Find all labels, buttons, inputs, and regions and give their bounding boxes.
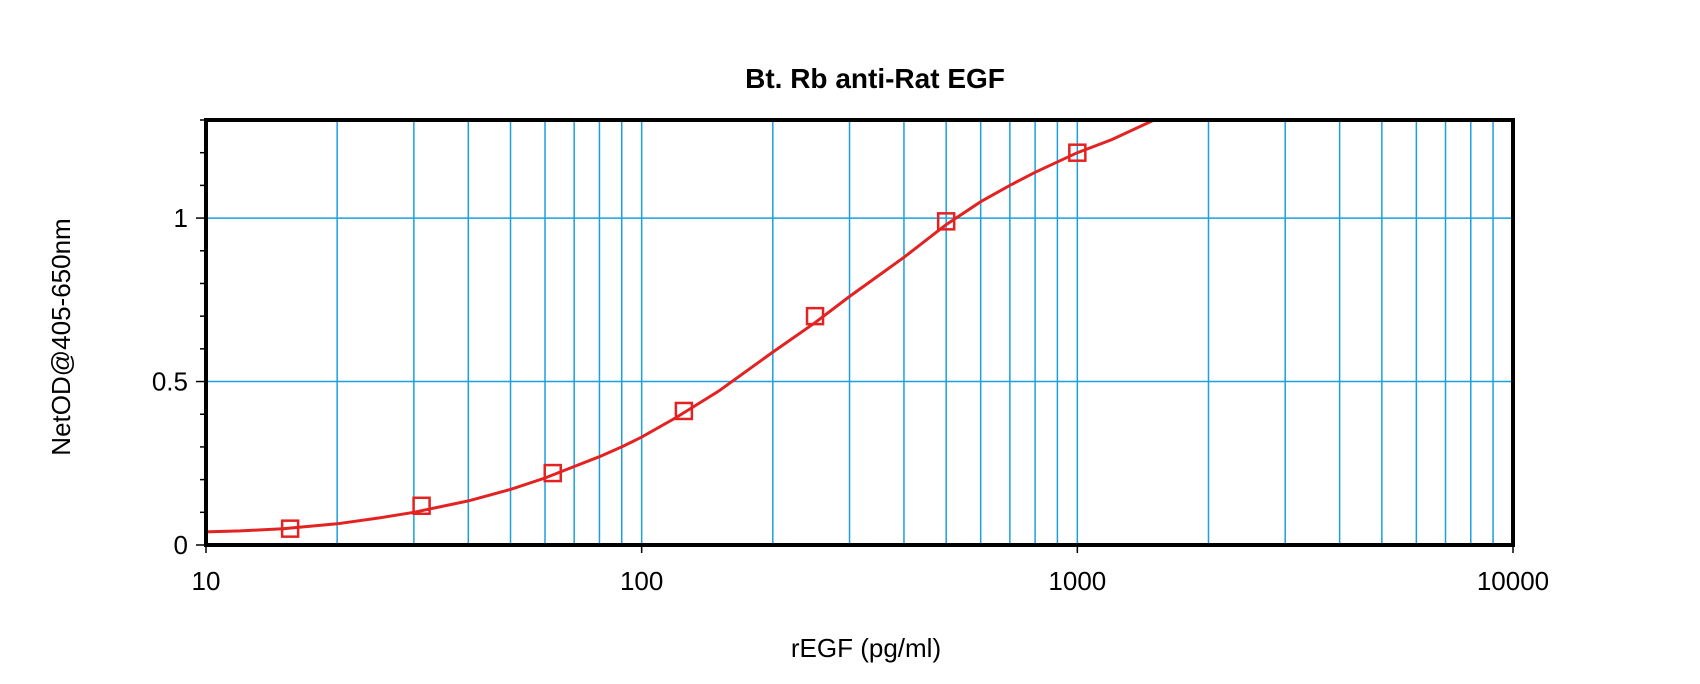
x-axis-label: rEGF (pg/ml) [791,633,941,663]
x-tick-label: 10 [192,566,221,596]
y-axis-label: NetOD@405-650nm [46,218,76,455]
x-tick-label: 10000 [1477,566,1549,596]
data-point [1068,143,1087,162]
data-point [674,401,694,421]
plot-frame [204,118,1515,547]
grid [206,120,1513,545]
data-point [936,212,956,231]
data-point [805,306,825,326]
x-tick-label: 1000 [1048,566,1106,596]
fit-curve-layer [206,120,1155,534]
data-point [280,519,300,538]
x-tick-label: 100 [620,566,663,596]
data-points [280,143,1087,538]
chart-title: Bt. Rb anti-Rat EGF [745,63,1005,94]
fit-curve [206,120,1155,534]
data-point [412,496,431,516]
y-tick-label: 0 [174,530,188,560]
y-tick-label: 1 [174,203,188,233]
tick-labels: 10 100 1000 10000 0 0.5 1 [152,203,1549,596]
y-tick-label: 0.5 [152,367,188,397]
minor-ticks [196,119,1514,553]
data-point [543,463,562,483]
